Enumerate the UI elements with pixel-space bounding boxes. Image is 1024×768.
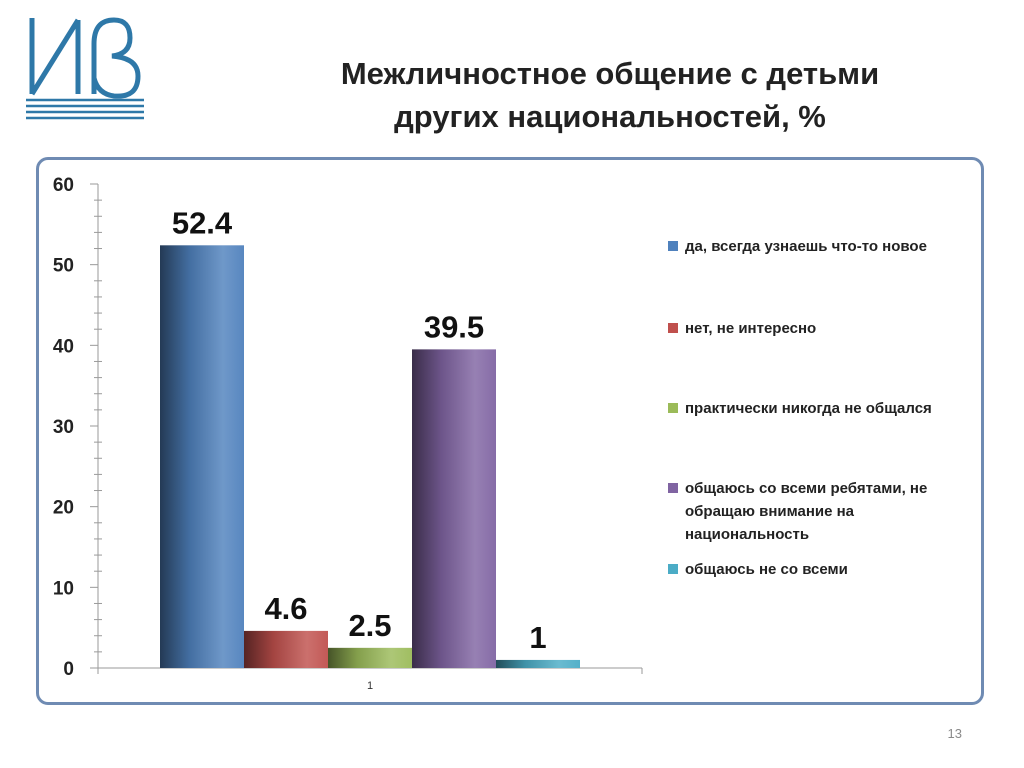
bar-series — [160, 245, 580, 668]
legend-item: практически никогда не общался — [668, 397, 978, 420]
legend-swatch — [668, 483, 678, 493]
page-number: 13 — [947, 726, 962, 741]
legend-label: общаюсь со всеми ребятами, не обращаю вн… — [685, 480, 928, 543]
bar — [160, 245, 244, 668]
data-labels: 52.4 4.6 2.5 39.5 1 — [172, 205, 547, 655]
bar-chart: 0 10 20 30 40 50 60 1 52.4 4.6 2.5 39.5 1 — [53, 175, 643, 692]
legend-label: да, всегда узнаешь что-то новое — [685, 238, 927, 255]
legend-label: практически никогда не общался — [685, 400, 932, 417]
legend-swatch — [668, 403, 678, 413]
legend-swatch — [668, 241, 678, 251]
x-tick-label: 1 — [367, 680, 373, 692]
data-label: 4.6 — [264, 591, 307, 626]
legend-swatch — [668, 564, 678, 574]
bar — [244, 630, 328, 668]
y-tick-label: 10 — [53, 578, 74, 599]
legend-label: нет, не интересно — [685, 320, 817, 337]
data-label: 39.5 — [424, 309, 484, 344]
y-tick-label: 20 — [53, 498, 74, 519]
data-label: 52.4 — [172, 205, 233, 240]
legend-item: нет, не интересно — [668, 317, 978, 340]
data-label: 1 — [529, 620, 546, 655]
legend-item: да, всегда узнаешь что-то новое — [668, 235, 978, 258]
y-tick-label: 40 — [53, 336, 74, 357]
data-label: 2.5 — [348, 608, 391, 643]
bar — [412, 349, 496, 668]
legend-label: общаюсь не со всеми — [685, 561, 848, 578]
bar — [328, 647, 412, 668]
slide-title: Межличностное общение с детьми других на… — [270, 52, 950, 138]
slide-title-line-2: других национальностей, % — [394, 99, 826, 134]
bar — [496, 659, 580, 668]
legend-item: общаюсь со всеми ребятами, не обращаю вн… — [668, 477, 978, 546]
slide-title-line-1: Межличностное общение с детьми — [340, 56, 880, 91]
y-tick-label: 50 — [53, 256, 74, 277]
y-axis: 0 10 20 30 40 50 60 1 — [53, 175, 643, 692]
y-tick-label: 60 — [53, 175, 74, 196]
legend-swatch — [668, 323, 678, 333]
logo-stroke — [91, 17, 141, 99]
y-tick-label: 0 — [63, 659, 74, 680]
y-tick-label: 30 — [53, 417, 74, 438]
legend-item: общаюсь не со всеми — [668, 558, 978, 581]
logo-stroke — [29, 18, 81, 96]
institute-logo — [26, 17, 144, 120]
